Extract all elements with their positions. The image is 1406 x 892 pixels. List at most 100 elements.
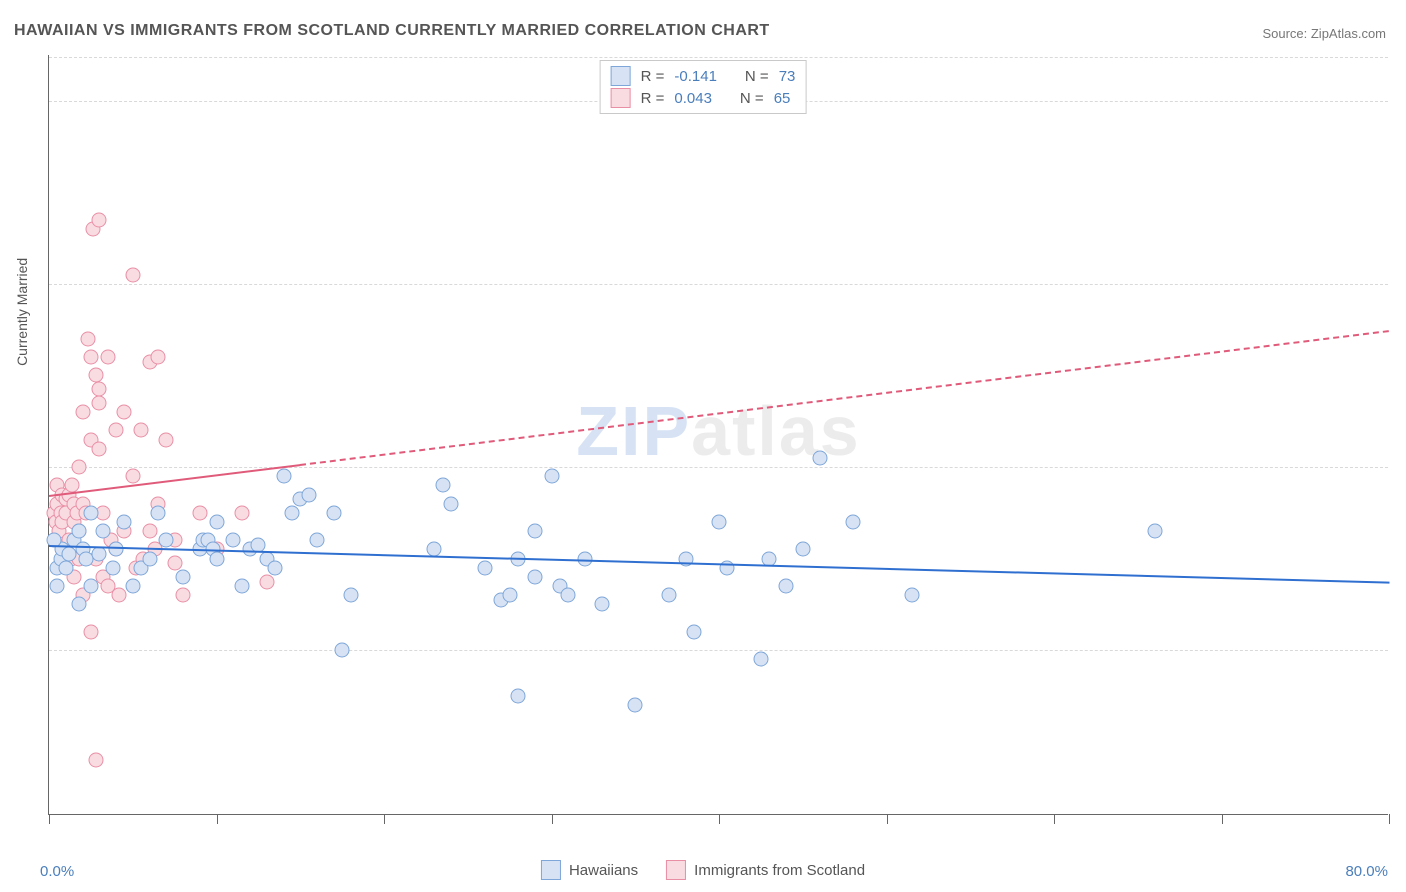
- data-point: [109, 423, 124, 438]
- data-point: [435, 478, 450, 493]
- stats-row-series-0: R = -0.141 N = 73: [611, 65, 796, 87]
- data-point: [92, 395, 107, 410]
- data-point: [125, 579, 140, 594]
- data-point: [75, 405, 90, 420]
- trend-line: [300, 330, 1389, 466]
- data-point: [159, 432, 174, 447]
- data-point: [176, 588, 191, 603]
- data-point: [83, 505, 98, 520]
- data-point: [109, 542, 124, 557]
- data-point: [335, 643, 350, 658]
- data-point: [511, 688, 526, 703]
- data-point: [83, 579, 98, 594]
- stats-r-label: R =: [641, 68, 665, 85]
- y-tick-label: 80.0%: [1398, 275, 1406, 292]
- data-point: [276, 469, 291, 484]
- data-point: [72, 524, 87, 539]
- data-point: [117, 514, 132, 529]
- data-point: [80, 331, 95, 346]
- x-tick: [719, 814, 720, 824]
- gridline: [49, 650, 1388, 651]
- data-point: [92, 547, 107, 562]
- data-point: [209, 514, 224, 529]
- data-point: [192, 505, 207, 520]
- stats-n-label: N =: [745, 68, 769, 85]
- data-point: [661, 588, 676, 603]
- data-point: [444, 496, 459, 511]
- data-point: [268, 560, 283, 575]
- data-point: [226, 533, 241, 548]
- data-point: [142, 524, 157, 539]
- data-point: [83, 624, 98, 639]
- data-point: [686, 624, 701, 639]
- stats-r-label: R =: [641, 90, 665, 107]
- watermark-part1: ZIP: [576, 392, 691, 470]
- x-tick: [552, 814, 553, 824]
- data-point: [92, 212, 107, 227]
- chart-title: HAWAIIAN VS IMMIGRANTS FROM SCOTLAND CUR…: [14, 22, 770, 40]
- data-point: [712, 514, 727, 529]
- legend-label-0: Hawaiians: [569, 862, 638, 879]
- x-tick: [1054, 814, 1055, 824]
- x-axis-label-last: 80.0%: [1345, 863, 1388, 880]
- gridline: [49, 467, 1388, 468]
- stats-n-value-1: 65: [774, 90, 791, 107]
- y-tick-label: 40.0%: [1398, 642, 1406, 659]
- data-point: [92, 441, 107, 456]
- data-point: [150, 505, 165, 520]
- data-point: [176, 569, 191, 584]
- data-point: [159, 533, 174, 548]
- stats-r-value-0: -0.141: [674, 68, 717, 85]
- data-point: [1147, 524, 1162, 539]
- watermark-part2: atlas: [691, 392, 861, 470]
- data-point: [88, 753, 103, 768]
- x-axis-label-first: 0.0%: [40, 863, 74, 880]
- data-point: [209, 551, 224, 566]
- y-tick-label: 60.0%: [1398, 459, 1406, 476]
- data-point: [502, 588, 517, 603]
- data-point: [105, 560, 120, 575]
- data-point: [72, 460, 87, 475]
- data-point: [95, 524, 110, 539]
- x-tick: [49, 814, 50, 824]
- gridline: [49, 57, 1388, 58]
- data-point: [343, 588, 358, 603]
- data-point: [846, 514, 861, 529]
- data-point: [284, 505, 299, 520]
- data-point: [167, 556, 182, 571]
- data-point: [142, 551, 157, 566]
- data-point: [795, 542, 810, 557]
- legend-label-1: Immigrants from Scotland: [694, 862, 865, 879]
- data-point: [477, 560, 492, 575]
- data-point: [100, 350, 115, 365]
- stats-r-value-1: 0.043: [674, 90, 712, 107]
- stats-box: R = -0.141 N = 73 R = 0.043 N = 65: [600, 60, 807, 114]
- y-tick-label: 100.0%: [1398, 92, 1406, 109]
- data-point: [83, 350, 98, 365]
- data-point: [561, 588, 576, 603]
- data-point: [50, 579, 65, 594]
- data-point: [527, 569, 542, 584]
- data-point: [594, 597, 609, 612]
- legend-swatch-1: [666, 860, 686, 880]
- source-label: Source: ZipAtlas.com: [1262, 26, 1386, 41]
- data-point: [753, 652, 768, 667]
- data-point: [112, 588, 127, 603]
- gridline: [49, 284, 1388, 285]
- x-tick: [217, 814, 218, 824]
- x-tick: [1389, 814, 1390, 824]
- data-point: [134, 423, 149, 438]
- x-tick: [384, 814, 385, 824]
- data-point: [301, 487, 316, 502]
- data-point: [88, 368, 103, 383]
- data-point: [150, 350, 165, 365]
- trend-line: [49, 545, 1389, 584]
- stats-row-series-1: R = 0.043 N = 65: [611, 87, 796, 109]
- legend: Hawaiians Immigrants from Scotland: [541, 860, 865, 880]
- swatch-series-0: [611, 66, 631, 86]
- data-point: [628, 698, 643, 713]
- data-point: [904, 588, 919, 603]
- plot-area: ZIPatlas 40.0%60.0%80.0%100.0%: [48, 55, 1388, 815]
- data-point: [544, 469, 559, 484]
- stats-n-value-0: 73: [779, 68, 796, 85]
